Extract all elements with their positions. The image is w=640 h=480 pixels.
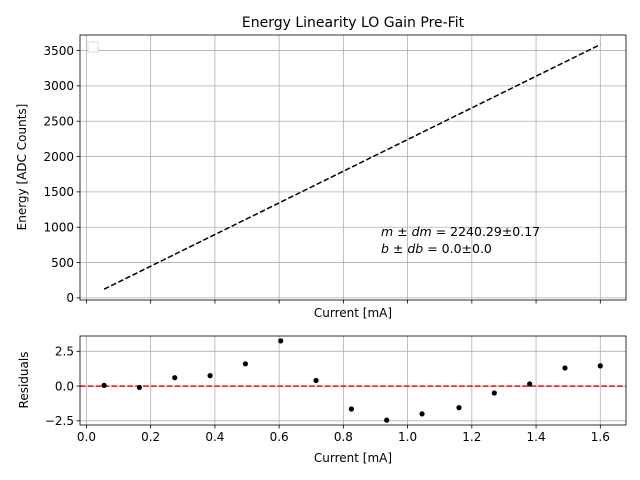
intercept-annotation: b ± db = 0.0±0.0 [381,241,492,256]
slope-math: m ± dm [381,224,432,239]
residuals-panel: 0.0 0.2 0.4 0.6 0.8 1.0 1.2 1.4 1.6−2.50.02.5 Cu… [17,335,627,465]
bottom-grid [80,336,626,425]
residual-point [597,363,603,369]
residual-point [207,373,213,379]
top-y-tick-label: 0 [66,291,74,305]
residual-point [136,384,143,391]
bottom-y-tick-label: −2.5 [45,414,74,428]
top-y-tick-label: 3500 [43,44,74,58]
residual-point [456,405,462,411]
residual-point [527,381,533,387]
top-grid [80,35,626,300]
top-y-tick-label: 3000 [43,79,74,93]
legend-box [87,41,99,53]
bottom-series [80,338,626,423]
bottom-y-tick-label: 0.0 [55,379,74,393]
intercept-math: b ± db [381,241,423,256]
top-y-tick-label: 1000 [43,221,74,235]
bottom-x-tick-label: 0.0 [77,430,96,444]
residual-point [562,365,568,371]
top-y-tick-label: 1500 [43,185,74,199]
bottom-x-tick-label: 0.6 [270,430,289,444]
bottom-x-axis-label: Current [mA] [314,451,392,465]
residual-point [278,338,284,344]
top-y-tick-label: 2000 [43,150,74,164]
bottom-x-tick-label: 0.4 [205,430,224,444]
slope-text: = 2240.29±0.17 [432,224,540,239]
bottom-x-tick-label: 1.2 [462,430,481,444]
residual-point [313,377,319,384]
bottom-x-tick-label: 0.2 [141,430,160,444]
bottom-x-tick-label: 0.8 [334,430,353,444]
bottom-ticks: 0.0 0.2 0.4 0.6 0.8 1.0 1.2 1.4 1.6−2.50.02.5 [45,345,610,444]
residual-point [419,411,425,417]
top-x-axis-label: Current [mA] [314,306,392,320]
residual-point [101,382,107,388]
residual-point [491,390,497,396]
bottom-x-tick-label: 1.4 [527,430,546,444]
top-y-axis-label: Energy [ADC Counts] [15,104,29,231]
bottom-x-tick-label: 1.6 [591,430,610,444]
top-series [103,43,601,290]
residual-point [242,361,249,367]
bottom-y-tick-label: 2.5 [55,345,74,359]
top-ticks: 0 500 1000 1500 2000 2500 3000 3500 [43,44,601,305]
top-y-tick-label: 2500 [43,115,74,129]
residual-point [384,417,390,423]
bottom-axes-frame [79,335,627,426]
residual-point [348,406,354,412]
bottom-x-tick-label: 1.0 [398,430,417,444]
top-y-tick-label: 500 [51,256,74,270]
intercept-text: = 0.0±0.0 [423,241,492,256]
energy-panel: Energy Linearity LO Gain Pre-Fit 0 500 100… [15,15,627,320]
chart-title: Energy Linearity LO Gain Pre-Fit [242,15,465,31]
residual-point [172,375,178,381]
top-axes-frame [79,34,627,301]
bottom-y-axis-label: Residuals [17,352,31,409]
slope-annotation: m ± dm = 2240.29±0.17 [381,224,540,239]
fit-line [103,43,601,290]
